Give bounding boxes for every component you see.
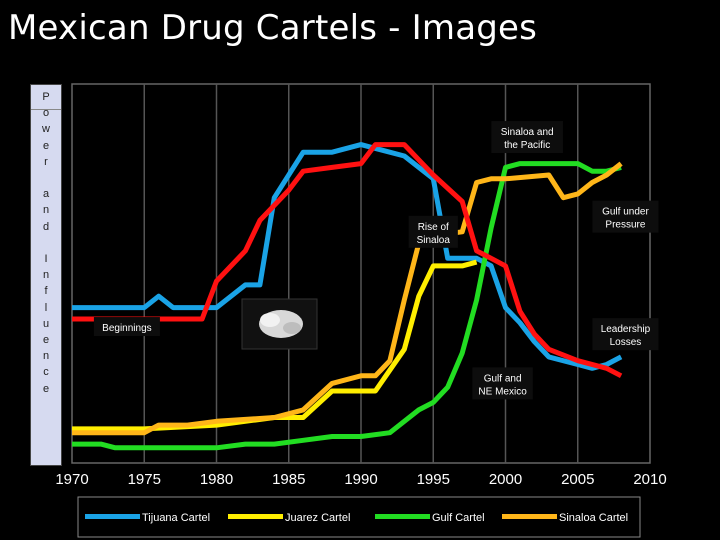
annotation-box: [592, 318, 659, 351]
y-axis-label: P o w e r a n d I n f l u e n c e: [42, 91, 50, 395]
x-tick-label: 1980: [200, 471, 233, 488]
series-line-gulf-cartel: [72, 161, 622, 451]
annotation-label: Pressure: [605, 220, 645, 231]
annotation-box: [491, 121, 563, 154]
legend-swatch: [228, 514, 283, 519]
annotation-label: Beginnings: [102, 323, 151, 334]
annotation-label: the Pacific: [504, 140, 550, 151]
annotation-box: [408, 215, 458, 248]
legend-swatch: [375, 514, 430, 519]
x-tick-label: 2000: [489, 471, 522, 488]
annotation-label: Leadership: [601, 324, 651, 335]
powder-highlight: [260, 313, 280, 327]
legend-swatch: [502, 514, 557, 519]
annotation-box: [93, 317, 160, 337]
x-tick-label: 1990: [344, 471, 377, 488]
x-tick-label: 1995: [417, 471, 450, 488]
series-line-sinaloa-cartel: [72, 161, 623, 436]
slide-title: Mexican Drug Cartels - Images: [8, 8, 538, 48]
annotation-box: [472, 367, 533, 400]
y-axis-divider: [31, 109, 61, 110]
annotation-label: Gulf under: [602, 207, 649, 218]
annotation-label: Sinaloa: [417, 235, 451, 246]
series-line-unlabeled-red: [72, 142, 623, 379]
annotation-label: NE Mexico: [478, 386, 527, 397]
legend-label: Tijuana Cartel: [142, 512, 210, 524]
x-tick-label: 1975: [128, 471, 161, 488]
x-tick-label: 1985: [272, 471, 305, 488]
y-axis-label-box: P o w e r a n d I n f l u e n c e: [30, 84, 62, 466]
legend-label: Gulf Cartel: [432, 512, 485, 524]
x-tick-label: 1970: [55, 471, 88, 488]
annotation-label: Gulf and: [484, 373, 522, 384]
legend-label: Juarez Cartel: [285, 512, 350, 524]
legend-label: Sinaloa Cartel: [559, 512, 628, 524]
x-tick-label: 2010: [633, 471, 666, 488]
series-line-juarez-cartel: [72, 259, 478, 432]
x-tick-label: 2005: [561, 471, 594, 488]
powder-shadow: [283, 322, 301, 334]
annotation-label: Losses: [610, 337, 642, 348]
annotation-box: [592, 200, 659, 233]
annotation-label: Sinaloa and: [501, 127, 554, 138]
series-line-tijuana-cartel: [72, 142, 623, 371]
annotation-label: Rise of: [418, 222, 449, 233]
legend-swatch: [85, 514, 140, 519]
